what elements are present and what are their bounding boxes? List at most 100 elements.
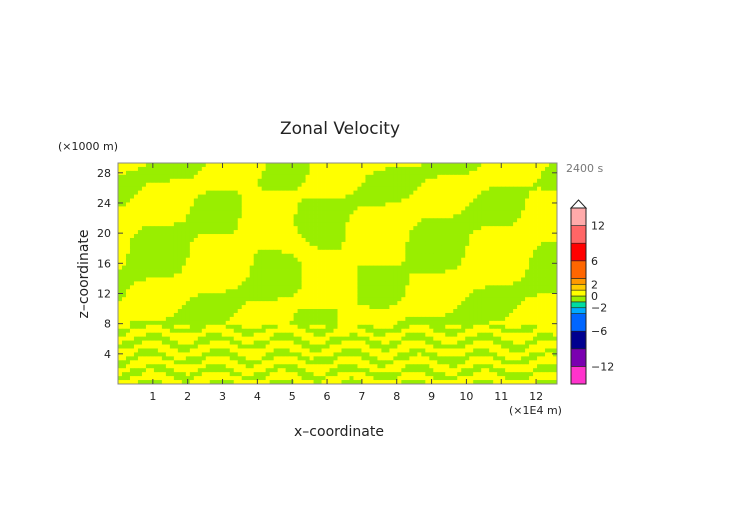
field-cell — [281, 190, 287, 195]
field-cell — [293, 214, 298, 219]
field-cell — [293, 230, 298, 235]
field-cell — [161, 332, 167, 338]
field-cell — [425, 249, 430, 255]
field-cell — [357, 222, 362, 227]
field-cell — [517, 237, 522, 243]
field-cell — [481, 234, 486, 239]
field-cell — [313, 241, 318, 247]
field-cell — [433, 230, 438, 235]
field-cell — [353, 301, 358, 306]
field-cell — [321, 163, 326, 168]
field-cell — [225, 305, 231, 310]
field-cell — [549, 166, 554, 172]
field-cell — [489, 222, 494, 227]
field-cell — [501, 297, 506, 302]
field-cell — [189, 309, 195, 314]
field-cell — [481, 320, 486, 326]
field-cell — [169, 285, 175, 290]
field-cell — [369, 178, 374, 184]
field-cell — [293, 222, 298, 227]
field-cell — [401, 305, 406, 310]
field-cell — [165, 245, 171, 251]
field-cell — [357, 269, 362, 274]
field-cell — [133, 186, 139, 192]
field-cell — [541, 293, 546, 298]
field-cell — [321, 190, 326, 195]
field-cell — [169, 190, 175, 195]
field-cell — [373, 301, 378, 306]
field-cell — [241, 230, 247, 235]
field-cell — [249, 257, 255, 263]
field-cell — [381, 230, 386, 235]
field-cell — [253, 241, 259, 247]
field-cell — [465, 186, 470, 192]
field-cell — [265, 316, 271, 322]
field-cell — [341, 309, 346, 314]
field-cell — [469, 312, 474, 318]
field-cell — [229, 305, 235, 310]
field-cell — [129, 245, 135, 251]
field-cell — [309, 336, 314, 341]
field-cell — [397, 210, 402, 215]
field-cell — [209, 163, 215, 168]
field-cell — [241, 222, 247, 227]
field-cell — [253, 277, 259, 282]
field-cell — [473, 241, 478, 247]
field-cell — [141, 281, 147, 286]
field-cell — [209, 336, 215, 341]
field-cell — [289, 265, 294, 270]
field-cell — [393, 273, 398, 278]
field-cell — [517, 202, 522, 207]
field-cell — [545, 312, 550, 318]
field-cell — [397, 194, 402, 199]
field-cell — [497, 332, 502, 338]
field-cell — [313, 324, 318, 330]
field-cell — [169, 281, 175, 286]
field-cell — [121, 237, 127, 243]
field-cell — [473, 186, 478, 192]
field-cell — [389, 336, 394, 341]
field-cell — [121, 257, 127, 263]
field-cell — [185, 198, 191, 203]
field-cell — [217, 163, 223, 168]
field-cell — [365, 301, 370, 306]
field-cell — [121, 297, 127, 302]
field-cell — [269, 218, 275, 223]
field-cell — [401, 163, 406, 168]
field-cell — [285, 234, 291, 239]
field-cell — [141, 261, 147, 267]
field-cell — [353, 261, 358, 267]
field-cell — [285, 253, 291, 259]
field-cell — [509, 210, 514, 215]
field-cell — [293, 257, 298, 263]
field-cell — [417, 198, 422, 203]
field-cell — [245, 190, 251, 195]
field-cell — [441, 285, 446, 290]
field-cell — [185, 257, 191, 263]
field-cell — [401, 253, 406, 259]
field-cell — [197, 245, 203, 251]
field-cell — [205, 230, 211, 235]
field-cell — [425, 257, 430, 263]
field-cell — [509, 218, 514, 223]
field-cell — [521, 305, 526, 310]
field-cell — [265, 332, 271, 338]
field-cell — [313, 265, 318, 270]
field-cell — [377, 226, 382, 231]
field-cell — [309, 198, 314, 203]
field-cell — [173, 277, 179, 282]
field-cell — [237, 178, 243, 184]
field-cell — [277, 301, 283, 306]
field-cell — [285, 186, 291, 192]
field-cell — [373, 324, 378, 330]
field-cell — [121, 312, 127, 318]
field-cell — [261, 249, 267, 255]
field-cell — [165, 198, 171, 203]
field-cell — [237, 261, 243, 267]
field-cell — [213, 265, 219, 270]
field-cell — [177, 186, 183, 192]
field-cell — [509, 265, 514, 270]
field-cell — [225, 261, 231, 267]
field-cell — [237, 328, 243, 334]
field-cell — [217, 222, 223, 227]
